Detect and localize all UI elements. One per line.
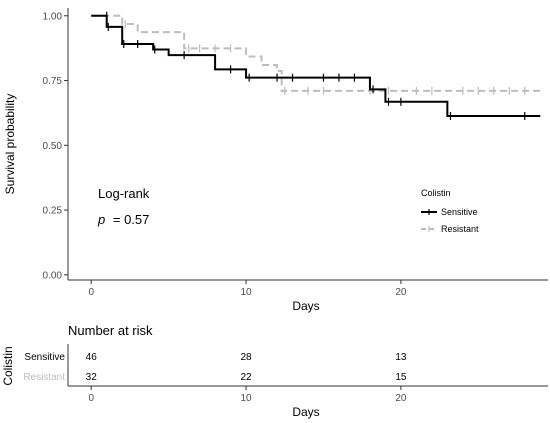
legend-title: Colistin	[421, 188, 451, 198]
risk-cell-sensitive: 28	[241, 352, 253, 363]
x-tick-label: 10	[241, 287, 253, 298]
y-tick-label: 0.75	[43, 76, 63, 87]
x-axis-title: Days	[292, 299, 319, 313]
risk-table-group-title: Colistin	[1, 346, 15, 385]
risk-x-tick-label: 10	[241, 393, 253, 404]
risk-row-label-resistant: Resistant	[23, 372, 65, 383]
risk-cell-sensitive: 46	[86, 352, 98, 363]
risk-cell-sensitive: 13	[395, 352, 407, 363]
risk-cell-resistant: 32	[86, 372, 98, 383]
survival-curve-resistant	[91, 14, 541, 92]
risk-table-title: Number at risk	[68, 323, 153, 338]
risk-table-x-title: Days	[292, 405, 319, 419]
legend-label-resistant: Resistant	[441, 224, 479, 234]
y-tick-label: 0.25	[43, 206, 63, 217]
y-tick-label: 0.50	[43, 141, 63, 152]
survival-curve-sensitive	[91, 14, 541, 118]
p-symbol: p	[97, 212, 105, 227]
risk-cell-resistant: 15	[395, 372, 407, 383]
risk-x-tick-label: 0	[88, 393, 94, 404]
legend: Colistin Sensitive Resistant	[421, 188, 479, 234]
x-axis-ticks: 0 10 20	[88, 280, 407, 298]
p-value: = 0.57	[113, 212, 150, 227]
x-tick-label: 0	[88, 287, 94, 298]
y-tick-label: 0.00	[43, 270, 63, 281]
logrank-label: Log-rank	[98, 186, 150, 201]
legend-label-sensitive: Sensitive	[441, 207, 478, 217]
p-value-text: p = 0.57	[97, 212, 149, 227]
survival-curves	[91, 11, 541, 121]
risk-table: Number at risk Colistin Sensitive Resist…	[1, 323, 548, 419]
risk-cell-resistant: 22	[241, 372, 253, 383]
y-tick-label: 1.00	[43, 11, 63, 22]
risk-row-label-sensitive: Sensitive	[24, 352, 65, 363]
y-axis-title: Survival probability	[3, 94, 17, 195]
x-tick-label: 20	[395, 287, 407, 298]
risk-table-cells: 46 28 13 32 22 15	[86, 352, 407, 383]
y-axis-ticks: 0.00 0.25 0.50 0.75 1.00	[43, 11, 68, 281]
risk-table-x-ticks: 0 10 20	[88, 386, 407, 404]
risk-x-tick-label: 20	[395, 393, 407, 404]
